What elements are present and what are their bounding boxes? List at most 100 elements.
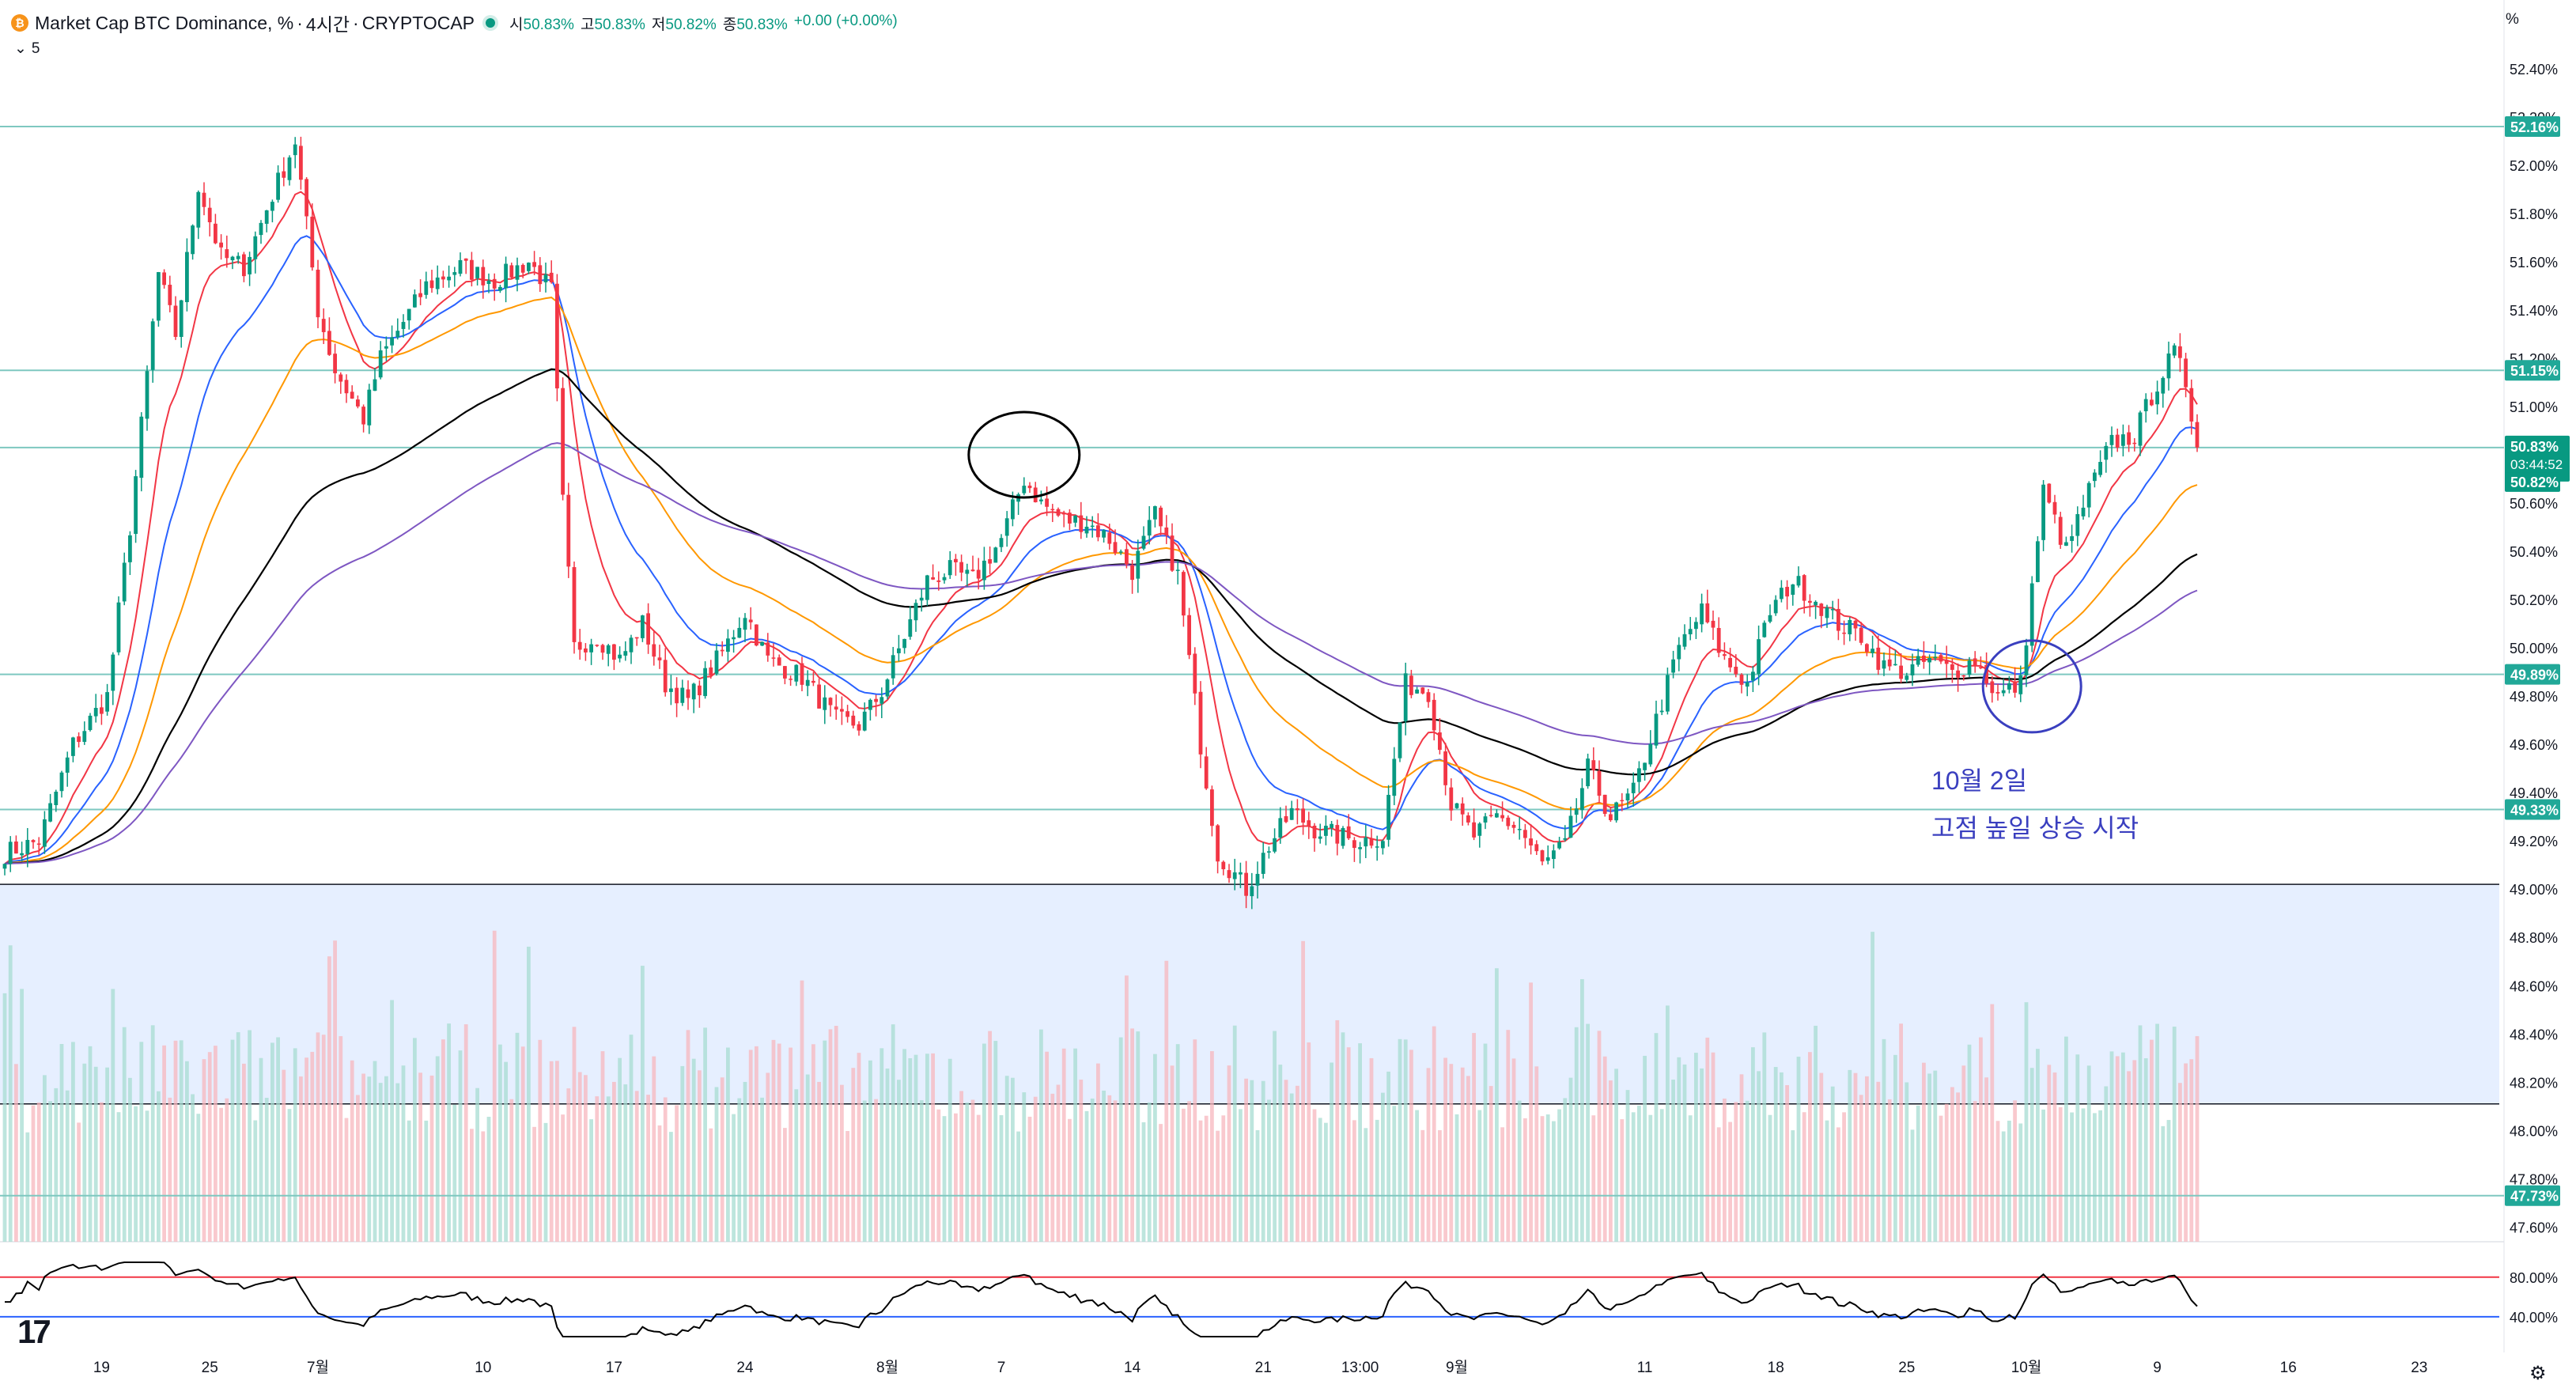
volume-bar bbox=[1796, 1057, 1801, 1242]
volume-bar bbox=[1324, 1122, 1328, 1242]
candle-body bbox=[2001, 690, 2006, 694]
volume-bar bbox=[128, 1077, 132, 1242]
candle-body bbox=[1700, 603, 1704, 625]
candle-body bbox=[1825, 607, 1829, 618]
candle-body bbox=[1979, 667, 1983, 669]
candle-body bbox=[1403, 673, 1408, 721]
candle-body bbox=[1244, 872, 1248, 896]
candle-body bbox=[680, 687, 685, 703]
volume-bar bbox=[2001, 1131, 2006, 1242]
volume-bar bbox=[2189, 1059, 2194, 1242]
volume-bar bbox=[1426, 1068, 1431, 1242]
candle-body bbox=[441, 276, 445, 280]
volume-bar bbox=[1449, 1064, 1454, 1242]
candle-body bbox=[646, 613, 650, 645]
volume-bar bbox=[2138, 1025, 2143, 1242]
candle-body bbox=[1118, 551, 1123, 553]
volume-bar bbox=[686, 1030, 690, 1242]
volume-bar bbox=[191, 1094, 195, 1242]
volume-bar bbox=[390, 1000, 394, 1242]
candle-body bbox=[162, 272, 166, 286]
volume-bar bbox=[105, 1067, 109, 1242]
candle-body bbox=[794, 664, 799, 682]
volume-bar bbox=[634, 1091, 639, 1242]
candle-body bbox=[270, 202, 274, 211]
volume-bar bbox=[276, 1037, 280, 1242]
candle-body bbox=[1580, 788, 1584, 811]
interval-label[interactable]: 4시간 bbox=[305, 14, 350, 35]
candle-body bbox=[54, 791, 59, 805]
candle-body bbox=[1905, 675, 1909, 680]
highlight-circle-top bbox=[967, 410, 1081, 499]
level-tag bbox=[2505, 664, 2560, 685]
x-tick-label: 25 bbox=[1898, 1360, 1915, 1376]
volume-bar bbox=[732, 1114, 736, 1242]
volume-bar bbox=[891, 1024, 895, 1242]
candle-body bbox=[1125, 549, 1129, 565]
volume-bar bbox=[874, 1099, 878, 1242]
volume-bar bbox=[1574, 1027, 1579, 1242]
candle-body bbox=[914, 603, 918, 621]
candle-body bbox=[1409, 675, 1413, 695]
gear-icon[interactable]: ⚙ bbox=[2529, 1363, 2547, 1384]
candle-body bbox=[2109, 434, 2114, 445]
candle-body bbox=[1175, 569, 1180, 571]
candle-body bbox=[1517, 829, 1522, 830]
candle-body bbox=[1694, 622, 1698, 630]
candle-body bbox=[885, 679, 890, 697]
candle-body bbox=[1261, 853, 1265, 874]
y-tick-label: 49.60% bbox=[2510, 737, 2558, 753]
candle-body bbox=[993, 547, 998, 563]
volume-bar bbox=[1398, 1038, 1402, 1242]
candle-body bbox=[1939, 655, 1943, 662]
tradingview-logo[interactable]: 17 bbox=[17, 1313, 51, 1350]
volume-bar bbox=[1079, 1080, 1084, 1242]
candle-body bbox=[2041, 484, 2045, 540]
volume-bar bbox=[1164, 960, 1169, 1242]
volume-bar bbox=[1175, 1044, 1180, 1242]
candle-body bbox=[1597, 770, 1602, 796]
volume-bar bbox=[486, 1117, 491, 1242]
candle-body bbox=[634, 637, 639, 639]
candle-body bbox=[116, 602, 121, 652]
y-tick-label: 49.20% bbox=[2510, 834, 2558, 849]
volume-bar bbox=[173, 1040, 178, 1242]
close-key: 종 bbox=[722, 16, 737, 33]
low-key: 저 bbox=[651, 16, 666, 33]
volume-bar bbox=[828, 1029, 833, 1242]
candle-body bbox=[1011, 499, 1015, 520]
volume-bar bbox=[777, 1043, 781, 1242]
volume-bars bbox=[2, 930, 2200, 1242]
indicator-toggle[interactable]: ⌄ 5 bbox=[14, 40, 40, 58]
volume-bar bbox=[783, 1128, 787, 1242]
candle-body bbox=[1113, 542, 1118, 553]
volume-bar bbox=[1859, 1095, 1863, 1242]
volume-bar bbox=[1780, 1072, 1784, 1242]
candle-body bbox=[1193, 653, 1197, 694]
volume-bar bbox=[2041, 1109, 2045, 1242]
candle-body bbox=[2, 864, 7, 869]
candle-body bbox=[1056, 509, 1061, 516]
candle-body bbox=[789, 679, 792, 680]
candle-body bbox=[988, 559, 992, 564]
candle-body bbox=[470, 259, 474, 280]
candle-body bbox=[333, 354, 337, 373]
volume-bar bbox=[663, 1097, 668, 1242]
volume-bar bbox=[1979, 1037, 1983, 1242]
volume-bar bbox=[1039, 1029, 1043, 1242]
volume-bar bbox=[1210, 1051, 1214, 1242]
candle-body bbox=[1284, 815, 1288, 823]
symbol-title[interactable]: Market Cap BTC Dominance, % bbox=[35, 12, 294, 33]
unit-button[interactable]: % bbox=[2506, 11, 2519, 28]
candle-body bbox=[248, 256, 252, 274]
volume-bar bbox=[999, 1114, 1004, 1242]
candle-body bbox=[424, 281, 429, 295]
candle-body bbox=[339, 374, 343, 382]
volume-bar bbox=[2052, 1072, 2057, 1242]
volume-bar bbox=[1273, 1031, 1277, 1242]
candle-body bbox=[936, 580, 941, 582]
candle-body bbox=[128, 535, 132, 562]
volume-bar bbox=[1187, 1101, 1191, 1242]
